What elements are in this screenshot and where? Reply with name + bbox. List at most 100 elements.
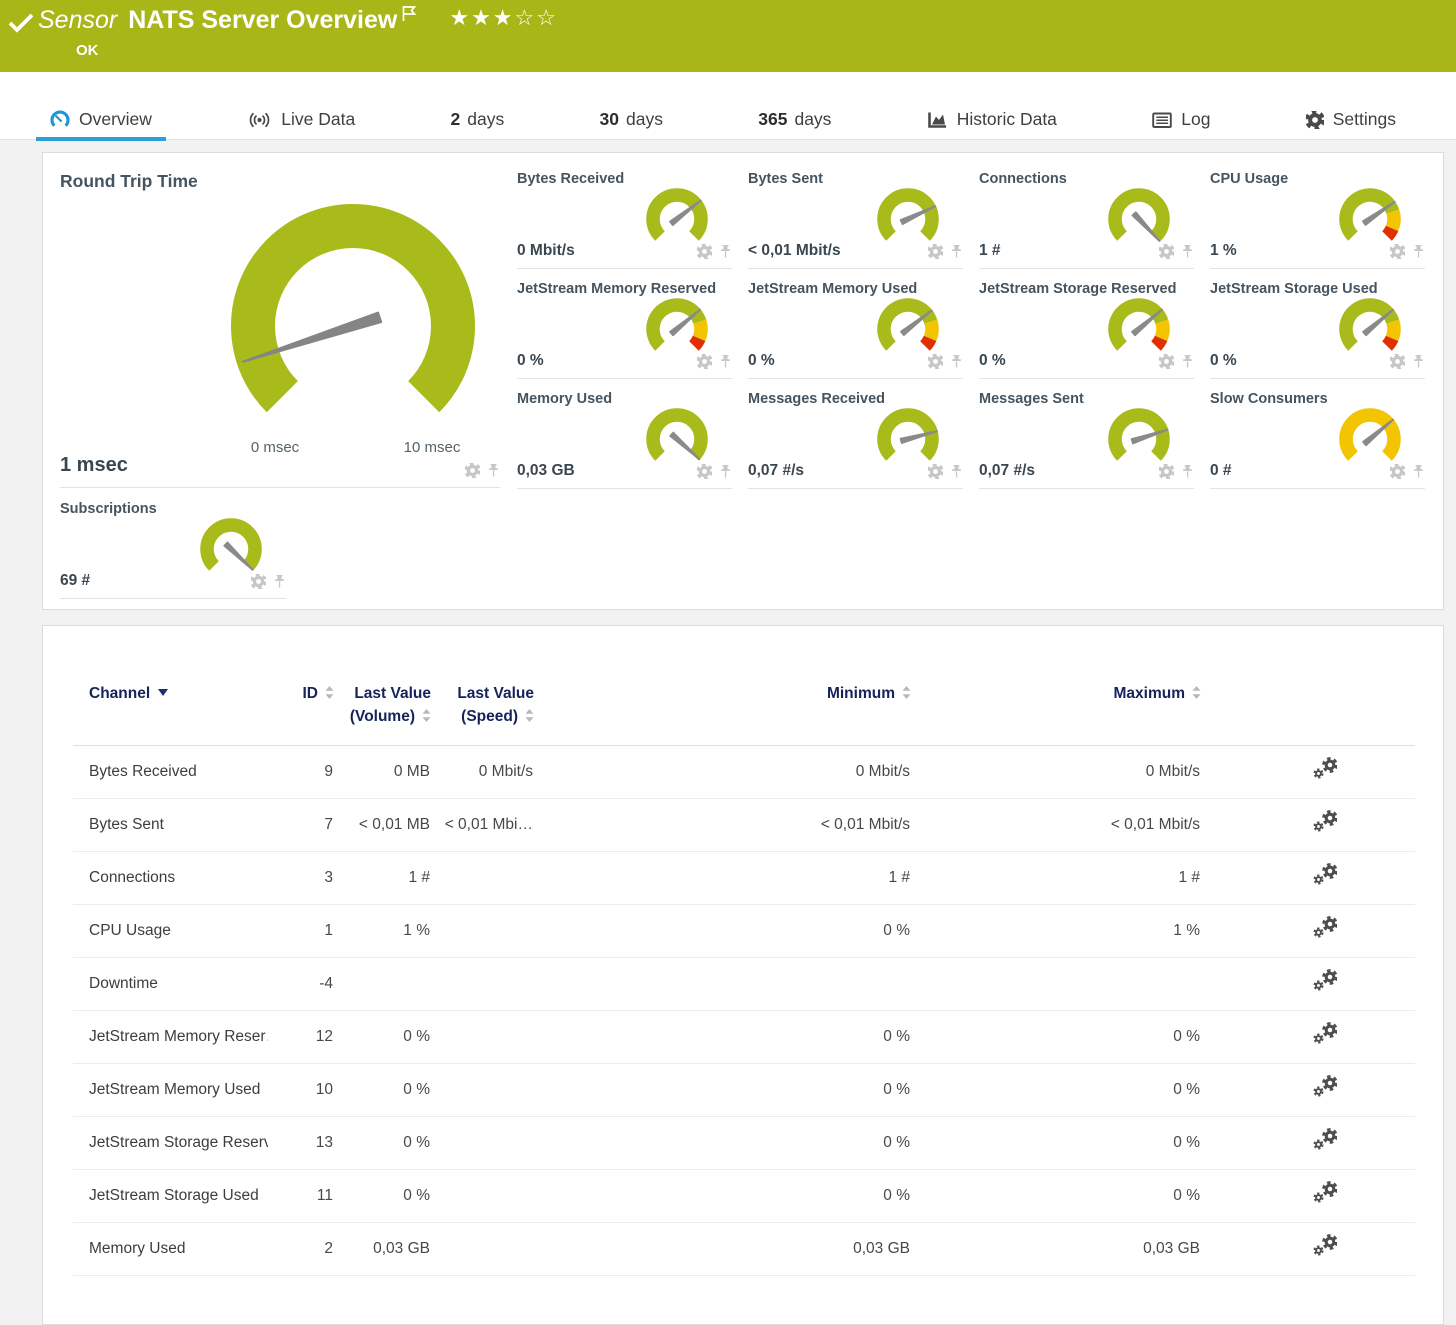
pin-icon[interactable] xyxy=(273,574,286,594)
flag-icon[interactable] xyxy=(402,5,417,27)
tab-365-days[interactable]: 365 days xyxy=(744,100,845,140)
gauge-value: 0,07 #/s xyxy=(748,462,805,479)
pin-icon[interactable] xyxy=(719,354,732,374)
tab-live-data[interactable]: Live Data xyxy=(233,100,369,140)
column-header-last-value-volume[interactable]: Last Value (Volume) xyxy=(334,676,431,746)
pin-icon[interactable] xyxy=(1181,244,1194,264)
gauge-jetstream-memory-used[interactable]: JetStream Memory Used 0 % xyxy=(748,281,963,379)
cell-volume: 1 % xyxy=(334,904,431,958)
channel-settings-gear-icon[interactable] xyxy=(1311,915,1338,946)
channel-settings-gear-icon[interactable] xyxy=(1311,1127,1338,1158)
column-header-last-value-speed[interactable]: Last Value (Speed) xyxy=(431,676,534,746)
cell-max: 0 Mbit/s xyxy=(911,745,1201,799)
cell-id: 7 xyxy=(268,798,334,852)
pin-icon[interactable] xyxy=(1181,354,1194,374)
gauge-jetstream-memory-reserved[interactable]: JetStream Memory Reserved 0 % xyxy=(517,281,732,379)
gauge-round-trip-time[interactable]: Round Trip Time 0 msec 10 msec 1 msec xyxy=(60,171,500,488)
channel-settings-gear-icon[interactable] xyxy=(1311,756,1338,787)
pin-icon[interactable] xyxy=(1181,464,1194,484)
gauge-bytes-received[interactable]: Bytes Received 0 Mbit/s xyxy=(517,171,732,269)
gauge-messages-received[interactable]: Messages Received 0,07 #/s xyxy=(748,391,963,489)
gear-icon[interactable] xyxy=(1158,353,1175,374)
broadcast-icon xyxy=(247,111,272,129)
gear-icon[interactable] xyxy=(696,353,713,374)
pin-icon[interactable] xyxy=(719,464,732,484)
gauge-value: 69 # xyxy=(60,572,91,589)
tab-overview[interactable]: Overview xyxy=(36,100,166,141)
cog-icon xyxy=(1305,111,1324,129)
cell-id: 2 xyxy=(268,1222,334,1276)
gauges-panel: Round Trip Time 0 msec 10 msec 1 msec By… xyxy=(42,152,1444,610)
column-header-maximum[interactable]: Maximum xyxy=(911,676,1201,746)
pin-icon[interactable] xyxy=(950,244,963,264)
table-row: Memory Used 2 0,03 GB 0,03 GB 0,03 GB xyxy=(73,1222,1415,1276)
gauge-memory-used[interactable]: Memory Used 0,03 GB xyxy=(517,391,732,489)
gear-icon[interactable] xyxy=(927,463,944,484)
channel-settings-gear-icon[interactable] xyxy=(1311,1180,1338,1211)
tab-label: days xyxy=(625,109,663,129)
gauge-bytes-sent[interactable]: Bytes Sent < 0,01 Mbit/s xyxy=(748,171,963,269)
cell-id: 13 xyxy=(268,1116,334,1170)
channel-settings-gear-icon[interactable] xyxy=(1311,1074,1338,1105)
gear-icon[interactable] xyxy=(696,463,713,484)
gear-icon[interactable] xyxy=(696,243,713,264)
column-header-minimum[interactable]: Minimum xyxy=(534,676,911,746)
channel-settings-gear-icon[interactable] xyxy=(1311,968,1338,999)
gauge-connections[interactable]: Connections 1 # xyxy=(979,171,1194,269)
gauge-cpu-usage[interactable]: CPU Usage 1 % xyxy=(1210,171,1425,269)
gear-icon[interactable] xyxy=(1158,243,1175,264)
gear-icon[interactable] xyxy=(1389,463,1406,484)
pin-icon[interactable] xyxy=(950,354,963,374)
gear-icon[interactable] xyxy=(1389,243,1406,264)
pin-icon[interactable] xyxy=(719,244,732,264)
cell-id: -4 xyxy=(268,957,334,1011)
gauge-messages-sent[interactable]: Messages Sent 0,07 #/s xyxy=(979,391,1194,489)
cell-volume: < 0,01 MB xyxy=(334,798,431,852)
cell-channel: Connections xyxy=(73,851,268,905)
gauge-jetstream-storage-reserved[interactable]: JetStream Storage Reserved 0 % xyxy=(979,281,1194,379)
column-header-id[interactable]: ID xyxy=(268,676,334,746)
gear-icon[interactable] xyxy=(250,573,267,594)
cell-channel: JetStream Storage Used xyxy=(73,1169,268,1223)
pin-icon[interactable] xyxy=(487,463,500,483)
gauge-value: 0,03 GB xyxy=(517,462,575,479)
gauge-dial xyxy=(1331,185,1409,254)
tab-2-days[interactable]: 2 days xyxy=(437,100,519,140)
cell-min: 0 % xyxy=(534,904,911,958)
table-row: JetStream Memory Reser… 12 0 % 0 % 0 % xyxy=(73,1010,1415,1064)
gear-icon[interactable] xyxy=(464,462,481,483)
pin-icon[interactable] xyxy=(1412,354,1425,374)
channel-settings-gear-icon[interactable] xyxy=(1311,862,1338,893)
column-label: Last Value xyxy=(457,685,534,702)
channel-settings-gear-icon[interactable] xyxy=(1311,809,1338,840)
gauge-dial xyxy=(203,176,503,481)
tab-historic-data[interactable]: Historic Data xyxy=(913,100,1071,140)
gear-icon[interactable] xyxy=(1158,463,1175,484)
gauge-subscriptions[interactable]: Subscriptions 69 # xyxy=(60,501,286,599)
pin-icon[interactable] xyxy=(1412,244,1425,264)
cell-speed xyxy=(431,1222,534,1276)
gauge-title: Messages Received xyxy=(748,391,886,407)
tab-log[interactable]: Log xyxy=(1138,100,1224,140)
channel-settings-gear-icon[interactable] xyxy=(1311,1233,1338,1264)
gauge-jetstream-storage-used[interactable]: JetStream Storage Used 0 % xyxy=(1210,281,1425,379)
tab-prefix: 30 xyxy=(599,109,619,129)
gear-icon[interactable] xyxy=(927,243,944,264)
pin-icon[interactable] xyxy=(1412,464,1425,484)
gear-icon[interactable] xyxy=(1389,353,1406,374)
cell-speed xyxy=(431,1063,534,1117)
cell-max: 0 % xyxy=(911,1063,1201,1117)
tab-bar: Overview Live Data 2 days 30 days 365 days Histo… xyxy=(0,100,1456,141)
tab-settings[interactable]: Settings xyxy=(1292,100,1410,140)
gauge-slow-consumers[interactable]: Slow Consumers 0 # xyxy=(1210,391,1425,489)
chart-icon xyxy=(927,111,948,129)
tab-30-days[interactable]: 30 days xyxy=(586,100,677,140)
priority-stars[interactable]: ★★★☆☆ xyxy=(449,5,558,30)
gear-icon[interactable] xyxy=(927,353,944,374)
pin-icon[interactable] xyxy=(950,464,963,484)
cell-min: 1 # xyxy=(534,851,911,905)
channel-settings-gear-icon[interactable] xyxy=(1311,1021,1338,1052)
gauge-dial xyxy=(638,405,716,474)
gauge-value: 0 # xyxy=(1210,462,1232,479)
column-header-channel[interactable]: Channel xyxy=(73,676,268,746)
